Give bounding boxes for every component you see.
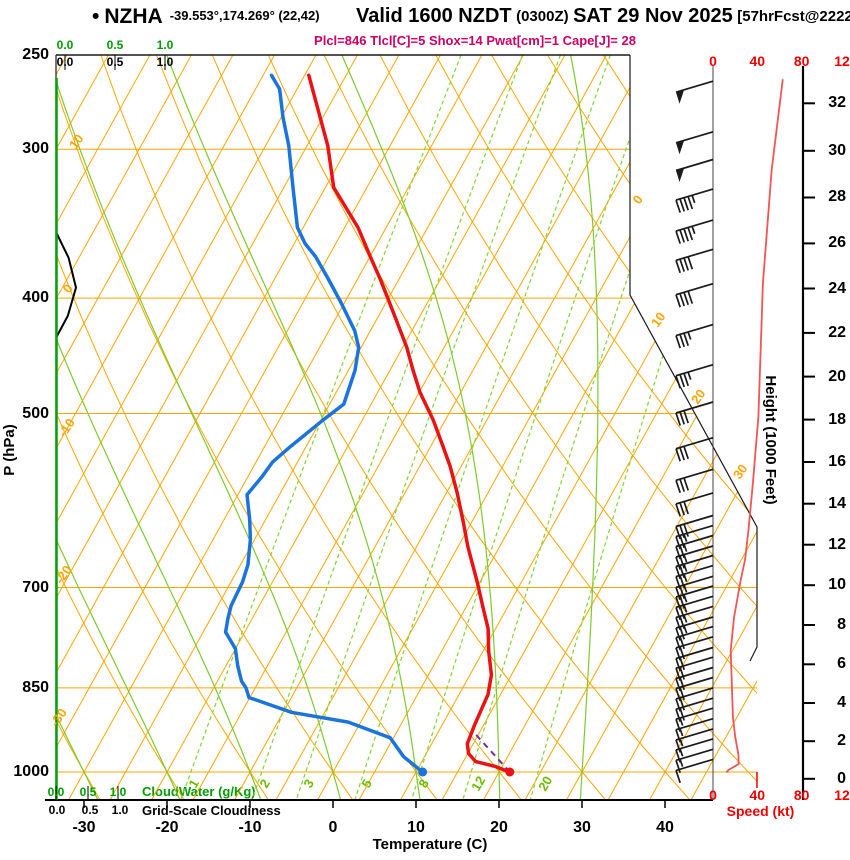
- cloudiness-axis-title: Grid-Scale Cloudiness: [142, 803, 281, 818]
- cloudwater-axis-title: CloudWater (g/Kg): [142, 784, 256, 799]
- sounding-params: Plcl=846 Tlcl[C]=5 Shox=14 Pwat[cm]=1 Ca…: [314, 33, 636, 48]
- header-station-line: • NZHA -39.553°,174.269° (22,42): [92, 5, 320, 29]
- header-valid-line: Valid 1600 NZDT (0300Z) SAT 29 Nov 2025 …: [356, 5, 850, 28]
- valid-utc-label: (0300Z): [516, 8, 569, 25]
- speed-axis-title: Speed (kt): [726, 803, 795, 819]
- valid-date-label: SAT 29 Nov 2025: [573, 5, 733, 27]
- valid-time-label: Valid 1600 NZDT: [356, 5, 512, 27]
- temperature-axis-title: Temperature (C): [372, 836, 488, 853]
- station-coords: -39.553°,174.269° (22,42): [169, 8, 320, 23]
- forecast-tag: [57hrFcst@2222z]: [737, 8, 850, 25]
- station-id: NZHA: [104, 5, 163, 28]
- station-bullet: •: [92, 5, 100, 28]
